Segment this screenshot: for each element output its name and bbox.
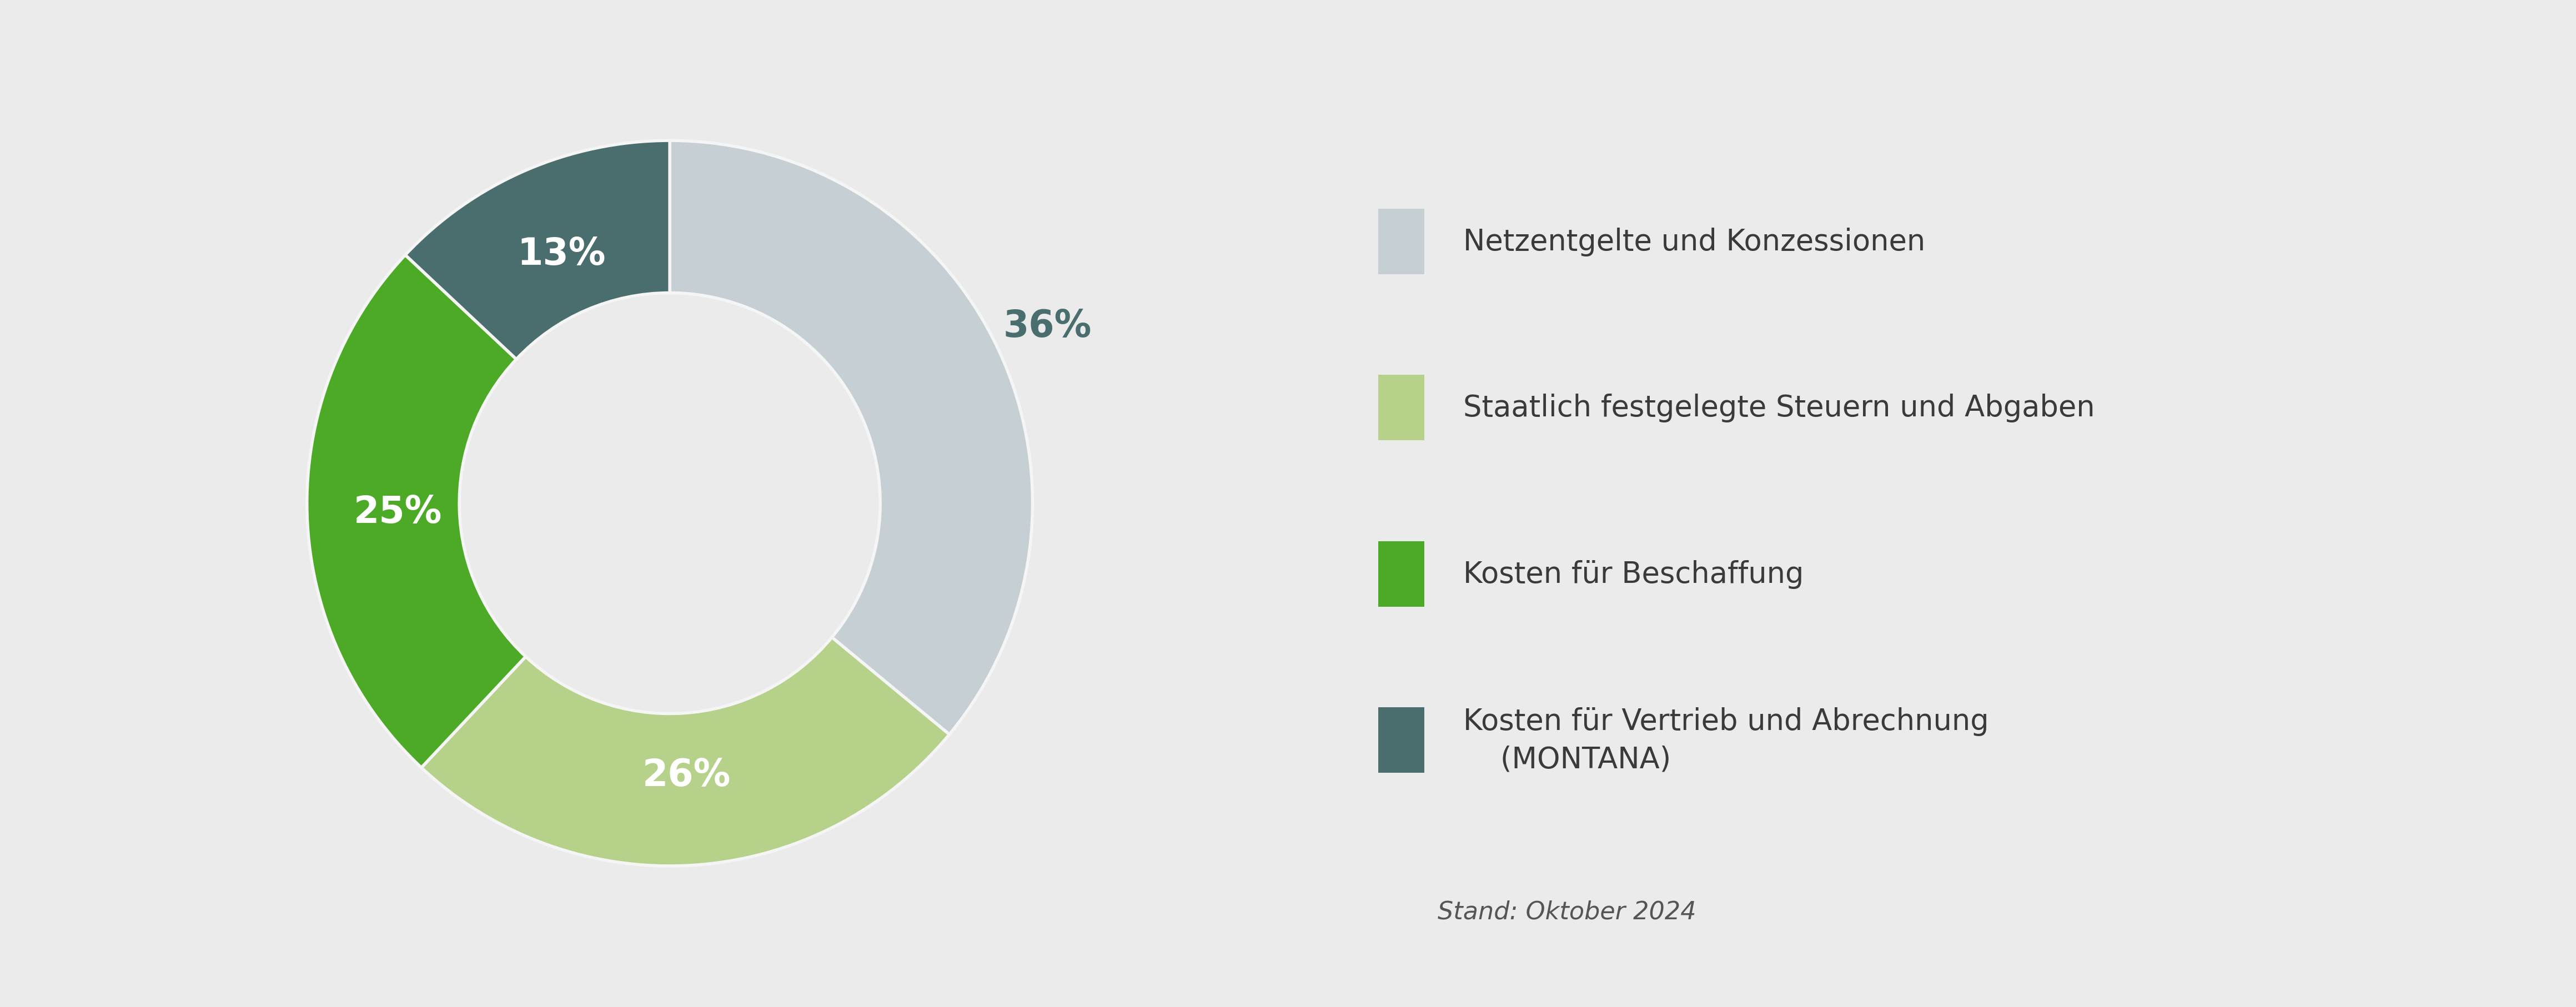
Text: Netzentgelte und Konzessionen: Netzentgelte und Konzessionen — [1463, 228, 1924, 256]
Text: Stand: Oktober 2024: Stand: Oktober 2024 — [1437, 899, 1695, 923]
Text: Staatlich festgelegte Steuern und Abgaben: Staatlich festgelegte Steuern und Abgabe… — [1463, 394, 2094, 422]
Wedge shape — [307, 256, 526, 767]
Wedge shape — [422, 637, 951, 866]
Wedge shape — [670, 141, 1033, 734]
Text: 13%: 13% — [518, 236, 605, 272]
Wedge shape — [404, 141, 670, 359]
Text: Kosten für Vertrieb und Abrechnung
    (MONTANA): Kosten für Vertrieb und Abrechnung (MONT… — [1463, 707, 1989, 773]
Text: 36%: 36% — [1002, 308, 1092, 344]
Text: 26%: 26% — [641, 756, 732, 794]
Text: Kosten für Beschaffung: Kosten für Beschaffung — [1463, 560, 1803, 588]
Text: 25%: 25% — [353, 493, 443, 531]
